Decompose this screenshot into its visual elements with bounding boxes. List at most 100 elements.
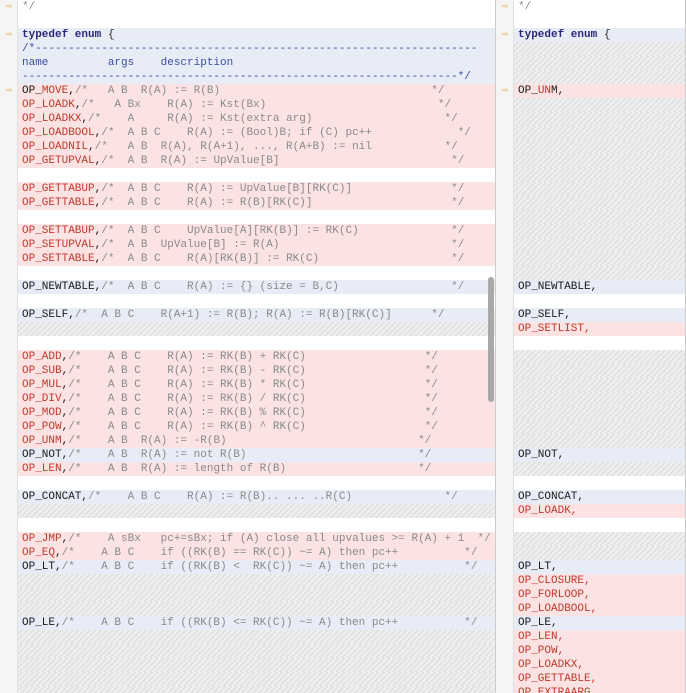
- code-line[interactable]: [18, 686, 495, 693]
- code-line[interactable]: [514, 168, 685, 182]
- code-line[interactable]: [514, 294, 685, 308]
- code-line[interactable]: [514, 420, 685, 434]
- code-line[interactable]: OP_GETUPVAL,/* A B R(A) := UpValue[B] */: [18, 154, 495, 168]
- code-line[interactable]: [514, 378, 685, 392]
- code-line[interactable]: OP_GETTABLE,: [514, 672, 685, 686]
- code-line[interactable]: [18, 588, 495, 602]
- code-line[interactable]: OP_SUB,/* A B C R(A) := RK(B) - RK(C) */: [18, 364, 495, 378]
- code-line[interactable]: [18, 574, 495, 588]
- code-line[interactable]: OP_POW,: [514, 644, 685, 658]
- code-line[interactable]: typedef enum {: [18, 28, 495, 42]
- code-line[interactable]: [514, 364, 685, 378]
- code-line[interactable]: [514, 462, 685, 476]
- code-line[interactable]: [514, 336, 685, 350]
- code-line[interactable]: OP_NOT,: [514, 448, 685, 462]
- code-line[interactable]: [18, 630, 495, 644]
- code-line[interactable]: [514, 546, 685, 560]
- code-line[interactable]: [514, 112, 685, 126]
- code-line[interactable]: OP_LOADBOOL,: [514, 602, 685, 616]
- code-line[interactable]: [514, 154, 685, 168]
- code-line[interactable]: OP_LOADK,/* A Bx R(A) := Kst(Bx) */: [18, 98, 495, 112]
- code-line[interactable]: [514, 252, 685, 266]
- code-line[interactable]: OP_SELF,/* A B C R(A+1) := R(B); R(A) :=…: [18, 308, 495, 322]
- code-line[interactable]: [514, 140, 685, 154]
- code-line[interactable]: OP_EXTRAARG,: [514, 686, 685, 693]
- code-line[interactable]: OP_SELF,: [514, 308, 685, 322]
- code-line[interactable]: OP_SETLIST,: [514, 322, 685, 336]
- code-line[interactable]: */: [18, 0, 495, 14]
- code-line[interactable]: [514, 532, 685, 546]
- code-line[interactable]: OP_LEN,/* A B R(A) := length of R(B) */: [18, 462, 495, 476]
- code-line[interactable]: OP_CLOSURE,: [514, 574, 685, 588]
- code-line[interactable]: [514, 56, 685, 70]
- code-line[interactable]: [18, 504, 495, 518]
- code-line[interactable]: [18, 168, 495, 182]
- code-line[interactable]: */: [514, 0, 685, 14]
- code-line[interactable]: OP_EQ,/* A B C if ((RK(B) == RK(C)) ~= A…: [18, 546, 495, 560]
- code-line[interactable]: OP_LT,: [514, 560, 685, 574]
- code-line[interactable]: OP_NEWTABLE,: [514, 280, 685, 294]
- code-line[interactable]: OP_LOADKX,/* A R(A) := Kst(extra arg) */: [18, 112, 495, 126]
- code-line[interactable]: [18, 672, 495, 686]
- code-line[interactable]: OP_CONCAT,: [514, 490, 685, 504]
- code-line[interactable]: [514, 518, 685, 532]
- code-line[interactable]: [514, 98, 685, 112]
- code-line[interactable]: [18, 322, 495, 336]
- code-line[interactable]: [514, 476, 685, 490]
- code-line[interactable]: OP_DIV,/* A B C R(A) := RK(B) / RK(C) */: [18, 392, 495, 406]
- code-line[interactable]: OP_POW,/* A B C R(A) := RK(B) ^ RK(C) */: [18, 420, 495, 434]
- code-line[interactable]: [514, 196, 685, 210]
- code-line[interactable]: OP_LT,/* A B C if ((RK(B) < RK(C)) ~= A)…: [18, 560, 495, 574]
- code-line[interactable]: [18, 336, 495, 350]
- code-line[interactable]: OP_UNM,: [514, 84, 685, 98]
- code-line[interactable]: [18, 294, 495, 308]
- code-line[interactable]: OP_NOT,/* A B R(A) := not R(B) */: [18, 448, 495, 462]
- code-line[interactable]: [514, 70, 685, 84]
- code-line[interactable]: [514, 266, 685, 280]
- code-line[interactable]: OP_ADD,/* A B C R(A) := RK(B) + RK(C) */: [18, 350, 495, 364]
- left-scrollbar-thumb[interactable]: [488, 277, 494, 402]
- code-line[interactable]: OP_LE,/* A B C if ((RK(B) <= RK(C)) ~= A…: [18, 616, 495, 630]
- code-line[interactable]: [18, 476, 495, 490]
- code-line[interactable]: [18, 266, 495, 280]
- code-line[interactable]: OP_LOADKX,: [514, 658, 685, 672]
- code-line[interactable]: [514, 392, 685, 406]
- left-code-area[interactable]: */ typedef enum {/*----------------------…: [18, 0, 495, 693]
- code-line[interactable]: [514, 210, 685, 224]
- code-line[interactable]: OP_GETTABUP,/* A B C R(A) := UpValue[B][…: [18, 182, 495, 196]
- code-line[interactable]: [18, 658, 495, 672]
- code-line[interactable]: OP_MOVE,/* A B R(A) := R(B) */: [18, 84, 495, 98]
- code-line[interactable]: OP_SETTABUP,/* A B C UpValue[A][RK(B)] :…: [18, 224, 495, 238]
- code-line[interactable]: OP_GETTABLE,/* A B C R(A) := R(B)[RK(C)]…: [18, 196, 495, 210]
- code-line[interactable]: OP_LOADNIL,/* A B R(A), R(A+1), ..., R(A…: [18, 140, 495, 154]
- code-line[interactable]: OP_UNM,/* A B R(A) := -R(B) */: [18, 434, 495, 448]
- code-line[interactable]: OP_MOD,/* A B C R(A) := RK(B) % RK(C) */: [18, 406, 495, 420]
- code-line[interactable]: OP_JMP,/* A sBx pc+=sBx; if (A) close al…: [18, 532, 495, 546]
- code-line[interactable]: OP_LOADBOOL,/* A B C R(A) := (Bool)B; if…: [18, 126, 495, 140]
- code-line[interactable]: typedef enum {: [514, 28, 685, 42]
- code-line[interactable]: [514, 238, 685, 252]
- code-line[interactable]: OP_NEWTABLE,/* A B C R(A) := {} (size = …: [18, 280, 495, 294]
- code-line[interactable]: [18, 210, 495, 224]
- code-line[interactable]: OP_LOADK,: [514, 504, 685, 518]
- code-line[interactable]: name args description: [18, 56, 495, 70]
- code-line[interactable]: [514, 434, 685, 448]
- code-line[interactable]: OP_MUL,/* A B C R(A) := RK(B) * RK(C) */: [18, 378, 495, 392]
- code-line[interactable]: OP_LEN,: [514, 630, 685, 644]
- code-line[interactable]: [18, 518, 495, 532]
- code-line[interactable]: /*--------------------------------------…: [18, 42, 495, 56]
- code-line[interactable]: [514, 42, 685, 56]
- code-line[interactable]: [18, 644, 495, 658]
- right-code-area[interactable]: */ typedef enum { OP_UNM, OP_NEWTABLE, OP_SE…: [514, 0, 685, 693]
- code-line[interactable]: OP_FORLOOP,: [514, 588, 685, 602]
- code-line[interactable]: OP_LE,: [514, 616, 685, 630]
- code-line[interactable]: [514, 126, 685, 140]
- code-line[interactable]: [18, 602, 495, 616]
- code-line[interactable]: OP_SETUPVAL,/* A B UpValue[B] := R(A) */: [18, 238, 495, 252]
- code-line[interactable]: [514, 224, 685, 238]
- code-line[interactable]: [18, 14, 495, 28]
- code-line[interactable]: OP_SETTABLE,/* A B C R(A)[RK(B)] := RK(C…: [18, 252, 495, 266]
- code-line[interactable]: ----------------------------------------…: [18, 70, 495, 84]
- code-line[interactable]: [514, 406, 685, 420]
- code-line[interactable]: [514, 182, 685, 196]
